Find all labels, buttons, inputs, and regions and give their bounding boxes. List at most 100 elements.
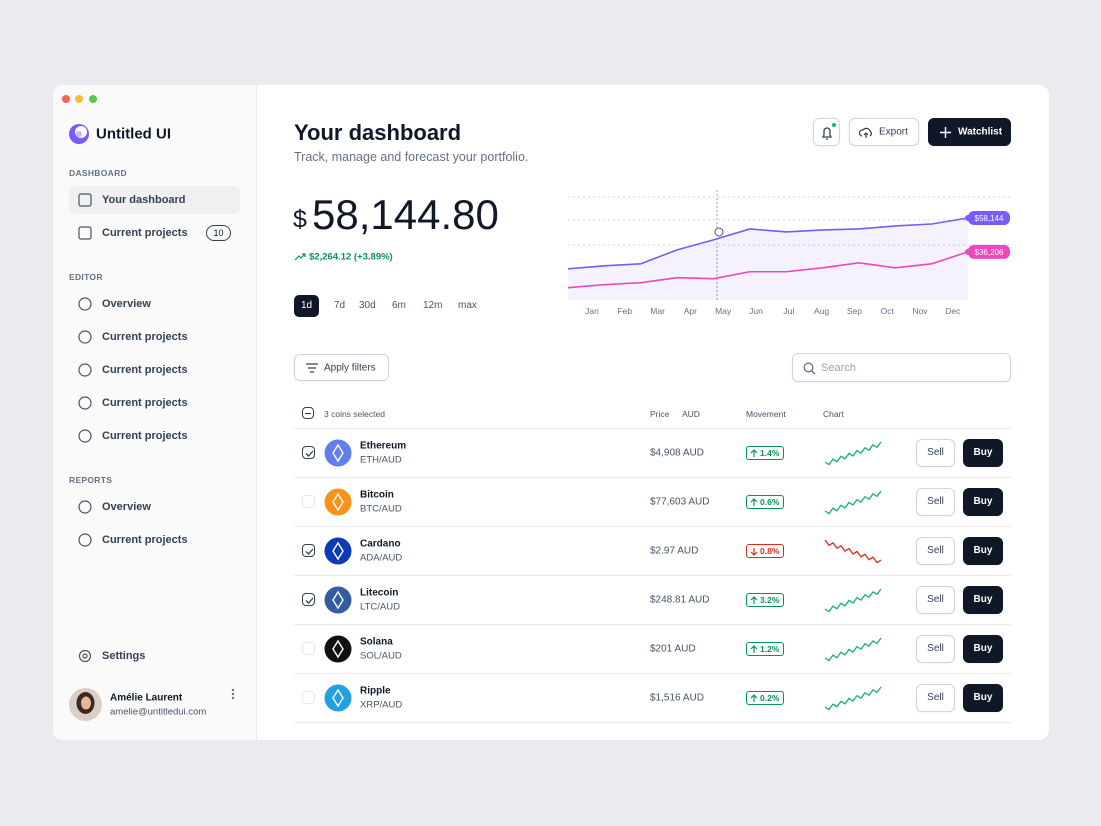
buy-button[interactable]: Buy: [963, 537, 1003, 565]
column-header: AUD: [682, 409, 700, 419]
export-button[interactable]: Export: [849, 118, 919, 146]
x-tick-label: Aug: [814, 306, 829, 316]
arrow: [750, 645, 758, 653]
x-tick-label: Jul: [783, 306, 794, 316]
arrow: [750, 498, 758, 506]
coin-name: Solana: [360, 636, 393, 648]
close-dot[interactable]: [62, 95, 70, 103]
logo: [69, 124, 89, 144]
buy-button[interactable]: Buy: [963, 586, 1003, 614]
coin-price: $77,603 AUD: [650, 496, 710, 508]
row-checkbox[interactable]: [302, 593, 315, 606]
buy-button[interactable]: Buy: [963, 635, 1003, 663]
check-mark: [305, 597, 314, 604]
row-checkbox[interactable]: [302, 691, 315, 704]
range-button[interactable]: 6m: [392, 300, 406, 311]
coin-icon: [324, 439, 352, 467]
range-button[interactable]: 7d: [334, 300, 346, 311]
nav-item: Current projects: [102, 227, 188, 239]
value-label-bg: [968, 244, 1010, 259]
movement-badge: 3.2%: [746, 593, 785, 607]
check-mark: [305, 450, 314, 457]
coin-bg: [324, 488, 352, 516]
sell-button[interactable]: Sell: [916, 684, 955, 712]
check: [305, 597, 314, 604]
range-button[interactable]: 30d: [359, 300, 376, 311]
sparkline-path: [824, 637, 882, 662]
sparkline-path: [824, 539, 882, 564]
x-tick-label: Dec: [945, 306, 961, 316]
value-label: $36,206: [975, 248, 1004, 257]
watchlist-button[interactable]: Watchlist: [928, 118, 1011, 146]
maximize-dot[interactable]: [89, 95, 97, 103]
apply-filters-button[interactable]: Apply filters: [294, 354, 389, 381]
sell-button[interactable]: Sell: [916, 586, 955, 614]
coin-name: Ripple: [360, 685, 391, 697]
select-all-checkbox[interactable]: [302, 407, 314, 419]
sell-button[interactable]: Sell: [916, 439, 955, 467]
column-header: Chart: [823, 409, 844, 419]
sparkline: [824, 686, 882, 711]
coin-price: $201 AUD: [650, 643, 696, 655]
buy-button[interactable]: Buy: [963, 439, 1003, 467]
check-mark: [305, 548, 314, 555]
movement-arrow: [750, 449, 758, 457]
check: [305, 548, 314, 555]
coin-icon: [324, 537, 352, 565]
trend-icon: [294, 253, 306, 261]
row-divider: [294, 526, 1011, 527]
row-divider: [294, 477, 1011, 478]
sell-button[interactable]: Sell: [916, 635, 955, 663]
buy-button[interactable]: Buy: [963, 684, 1003, 712]
search-input[interactable]: Search: [792, 353, 1011, 382]
coin-bg: [324, 537, 352, 565]
sparkline: [824, 441, 882, 466]
coin-name: Litecoin: [360, 587, 399, 599]
notification-button[interactable]: [813, 118, 840, 146]
avatar: [69, 688, 102, 721]
row-checkbox[interactable]: [302, 495, 315, 508]
coin-pair: XRP/AUD: [360, 699, 403, 711]
sell-button[interactable]: Sell: [916, 488, 955, 516]
row-checkbox[interactable]: [302, 446, 315, 459]
coin-price: $1,516 AUD: [650, 692, 704, 704]
sparkline-path: [824, 490, 882, 515]
coin-name: Ethereum: [360, 440, 407, 452]
nav-icon: [78, 226, 92, 240]
coin-pair: SOL/AUD: [360, 650, 402, 662]
range-button[interactable]: 1d: [294, 295, 320, 317]
coin-price: $248.81 AUD: [650, 594, 710, 606]
portfolio-chart: $58,144 $36,206 Jan Feb Mar Apr May Jun Jul Aug Se…: [567, 190, 1010, 316]
buy-button[interactable]: Buy: [963, 488, 1003, 516]
sparkline: [824, 588, 882, 613]
page-subtitle: Track, manage and forecast your portfoli…: [294, 150, 529, 164]
plus-icon: [940, 127, 951, 138]
nav-item: Overview: [102, 501, 151, 513]
coin-name: Bitcoin: [360, 489, 394, 501]
nav-item: Current projects: [102, 364, 188, 376]
page-title: Your dashboard: [294, 120, 462, 145]
apply-filters-label: Apply filters: [324, 362, 376, 374]
settings-icon: [78, 649, 92, 663]
movement-badge: 0.2%: [746, 691, 785, 705]
range-button[interactable]: max: [458, 300, 477, 311]
x-tick-label: Jan: [585, 306, 599, 316]
x-tick-label: Jun: [749, 306, 763, 316]
movement-arrow: [750, 548, 758, 556]
minimize-dot[interactable]: [75, 95, 83, 103]
sparkline-path: [824, 441, 882, 466]
row-checkbox[interactable]: [302, 642, 315, 655]
range-button[interactable]: 12m: [423, 300, 443, 311]
arrow: [750, 596, 758, 604]
coin-pair: LTC/AUD: [360, 601, 400, 613]
coin-icon: [324, 488, 352, 516]
icon-shape: [78, 396, 92, 410]
movement-arrow: [750, 596, 758, 604]
coin-pair: BTC/AUD: [360, 503, 402, 515]
table-header-divider: [294, 428, 1011, 429]
sell-button[interactable]: Sell: [916, 537, 955, 565]
row-checkbox[interactable]: [302, 544, 315, 557]
nav-item: Current projects: [102, 534, 188, 546]
icon-shape: [78, 533, 92, 547]
